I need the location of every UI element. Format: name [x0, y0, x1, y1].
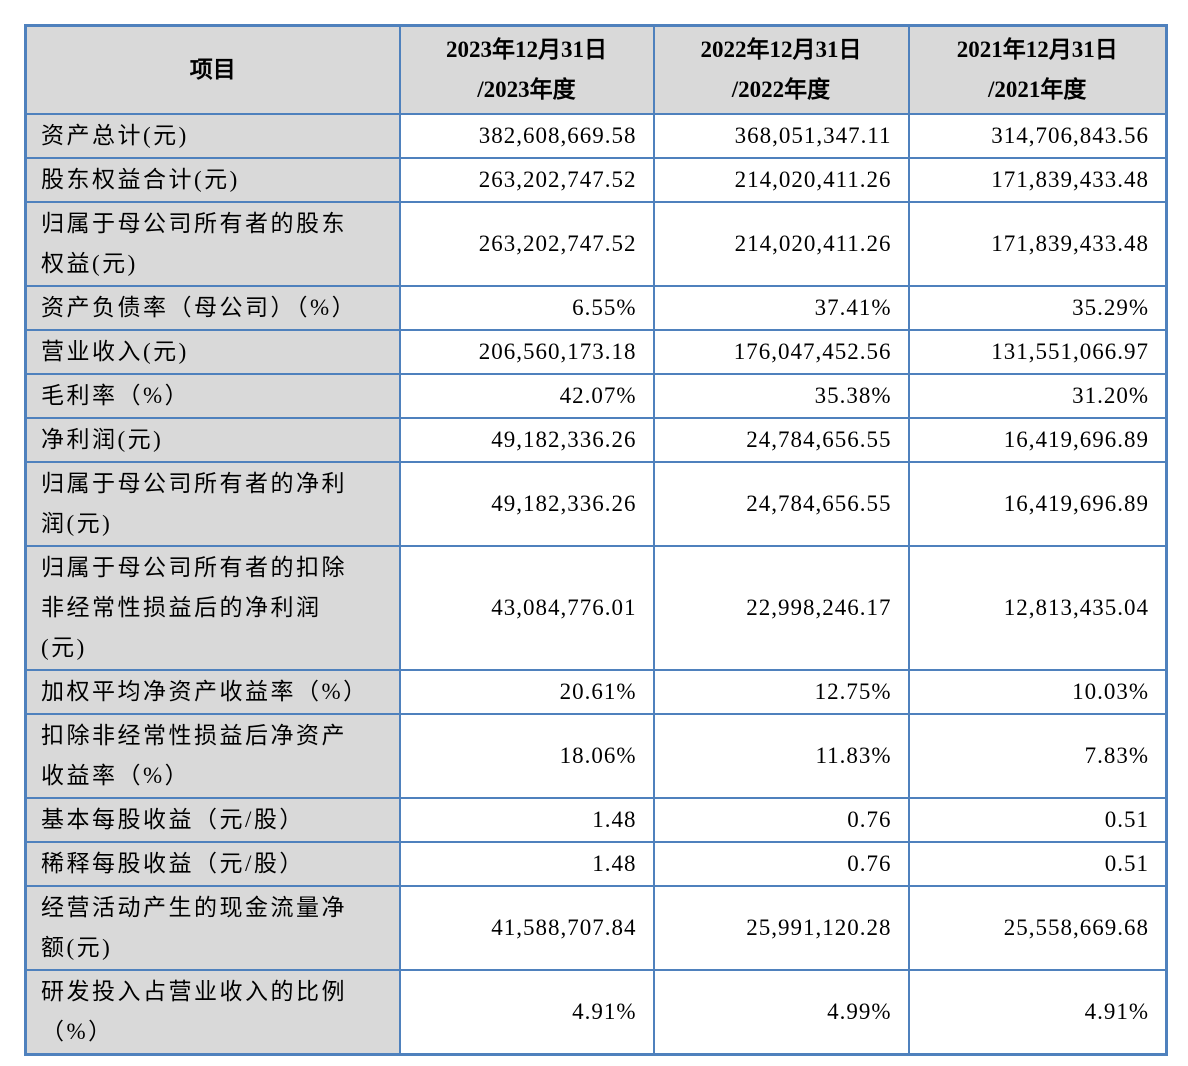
table-row: 经营活动产生的现金流量净 额(元) 41,588,707.84 25,991,120… — [24, 885, 1168, 971]
row-label-cell: 加权平均净资产收益率（%） — [24, 669, 401, 715]
value-cell: 171,839,433.48 — [907, 201, 1168, 287]
value-cell: 171,839,433.48 — [907, 157, 1168, 203]
value-cell: 41,588,707.84 — [398, 885, 655, 971]
row-label-cell: 扣除非经常性损益后净资产 收益率（%） — [24, 713, 401, 799]
value-cell: 25,558,669.68 — [907, 885, 1168, 971]
table-row: 净利润(元) 49,182,336.26 24,784,656.55 16,419,6… — [24, 417, 1168, 463]
header-period-2023: 2023年12月31日 /2023年度 — [398, 24, 655, 115]
row-label-cell: 资产负债率（母公司）（%） — [24, 285, 401, 331]
header-period-2022: 2022年12月31日 /2022年度 — [652, 24, 910, 115]
table-row: 稀释每股收益（元/股） 1.48 0.76 0.51 — [24, 841, 1168, 887]
table-row: 归属于母公司所有者的扣除 非经常性损益后的净利润 (元) 43,084,776.0… — [24, 545, 1168, 671]
value-cell: 12.75% — [652, 669, 910, 715]
row-label-cell: 毛利率（%） — [24, 373, 401, 419]
table-row: 基本每股收益（元/股） 1.48 0.76 0.51 — [24, 797, 1168, 843]
table-row: 资产负债率（母公司）（%） 6.55% 37.41% 35.29% — [24, 285, 1168, 331]
value-cell: 16,419,696.89 — [907, 417, 1168, 463]
row-label-cell: 稀释每股收益（元/股） — [24, 841, 401, 887]
table-row: 研发投入占营业收入的比例 （%） 4.91% 4.99% 4.91% — [24, 969, 1168, 1056]
value-cell: 49,182,336.26 — [398, 461, 655, 547]
value-cell: 0.76 — [652, 797, 910, 843]
value-cell: 263,202,747.52 — [398, 201, 655, 287]
table-row: 归属于母公司所有者的股东 权益(元) 263,202,747.52 214,020,… — [24, 201, 1168, 287]
table-row: 股东权益合计(元) 263,202,747.52 214,020,411.26 171… — [24, 157, 1168, 203]
value-cell: 4.91% — [907, 969, 1168, 1056]
table-row: 归属于母公司所有者的净利 润(元) 49,182,336.26 24,784,656… — [24, 461, 1168, 547]
value-cell: 7.83% — [907, 713, 1168, 799]
value-cell: 0.51 — [907, 841, 1168, 887]
value-cell: 10.03% — [907, 669, 1168, 715]
value-cell: 314,706,843.56 — [907, 113, 1168, 159]
table-row: 资产总计(元) 382,608,669.58 368,051,347.11 314,7… — [24, 113, 1168, 159]
row-label-cell: 归属于母公司所有者的扣除 非经常性损益后的净利润 (元) — [24, 545, 401, 671]
value-cell: 1.48 — [398, 841, 655, 887]
value-cell: 0.76 — [652, 841, 910, 887]
value-cell: 131,551,066.97 — [907, 329, 1168, 375]
table-row: 营业收入(元) 206,560,173.18 176,047,452.56 131,5… — [24, 329, 1168, 375]
value-cell: 176,047,452.56 — [652, 329, 910, 375]
value-cell: 11.83% — [652, 713, 910, 799]
row-label-cell: 净利润(元) — [24, 417, 401, 463]
table-row: 加权平均净资产收益率（%） 20.61% 12.75% 10.03% — [24, 669, 1168, 715]
row-label-cell: 营业收入(元) — [24, 329, 401, 375]
value-cell: 42.07% — [398, 373, 655, 419]
value-cell: 368,051,347.11 — [652, 113, 910, 159]
financial-summary-table: 项目 2023年12月31日 /2023年度 2022年12月31日 /2022… — [24, 24, 1168, 1056]
row-label-cell: 研发投入占营业收入的比例 （%） — [24, 969, 401, 1056]
value-cell: 24,784,656.55 — [652, 417, 910, 463]
row-label-cell: 基本每股收益（元/股） — [24, 797, 401, 843]
value-cell: 382,608,669.58 — [398, 113, 655, 159]
value-cell: 263,202,747.52 — [398, 157, 655, 203]
row-label-cell: 股东权益合计(元) — [24, 157, 401, 203]
row-label-cell: 资产总计(元) — [24, 113, 401, 159]
table-row: 扣除非经常性损益后净资产 收益率（%） 18.06% 11.83% 7.83% — [24, 713, 1168, 799]
value-cell: 35.29% — [907, 285, 1168, 331]
header-period-2021: 2021年12月31日 /2021年度 — [907, 24, 1168, 115]
value-cell: 214,020,411.26 — [652, 201, 910, 287]
value-cell: 25,991,120.28 — [652, 885, 910, 971]
value-cell: 16,419,696.89 — [907, 461, 1168, 547]
value-cell: 22,998,246.17 — [652, 545, 910, 671]
row-label-cell: 归属于母公司所有者的净利 润(元) — [24, 461, 401, 547]
value-cell: 18.06% — [398, 713, 655, 799]
value-cell: 35.38% — [652, 373, 910, 419]
value-cell: 4.99% — [652, 969, 910, 1056]
header-item-column: 项目 — [24, 24, 401, 115]
row-label-cell: 归属于母公司所有者的股东 权益(元) — [24, 201, 401, 287]
value-cell: 24,784,656.55 — [652, 461, 910, 547]
value-cell: 6.55% — [398, 285, 655, 331]
value-cell: 12,813,435.04 — [907, 545, 1168, 671]
row-label-cell: 经营活动产生的现金流量净 额(元) — [24, 885, 401, 971]
value-cell: 49,182,336.26 — [398, 417, 655, 463]
value-cell: 43,084,776.01 — [398, 545, 655, 671]
value-cell: 214,020,411.26 — [652, 157, 910, 203]
value-cell: 4.91% — [398, 969, 655, 1056]
value-cell: 20.61% — [398, 669, 655, 715]
table-row: 毛利率（%） 42.07% 35.38% 31.20% — [24, 373, 1168, 419]
value-cell: 37.41% — [652, 285, 910, 331]
value-cell: 0.51 — [907, 797, 1168, 843]
table-body: 资产总计(元) 382,608,669.58 368,051,347.11 314,7… — [24, 113, 1168, 1056]
value-cell: 1.48 — [398, 797, 655, 843]
value-cell: 206,560,173.18 — [398, 329, 655, 375]
value-cell: 31.20% — [907, 373, 1168, 419]
header-row: 项目 2023年12月31日 /2023年度 2022年12月31日 /2022… — [24, 24, 1168, 115]
